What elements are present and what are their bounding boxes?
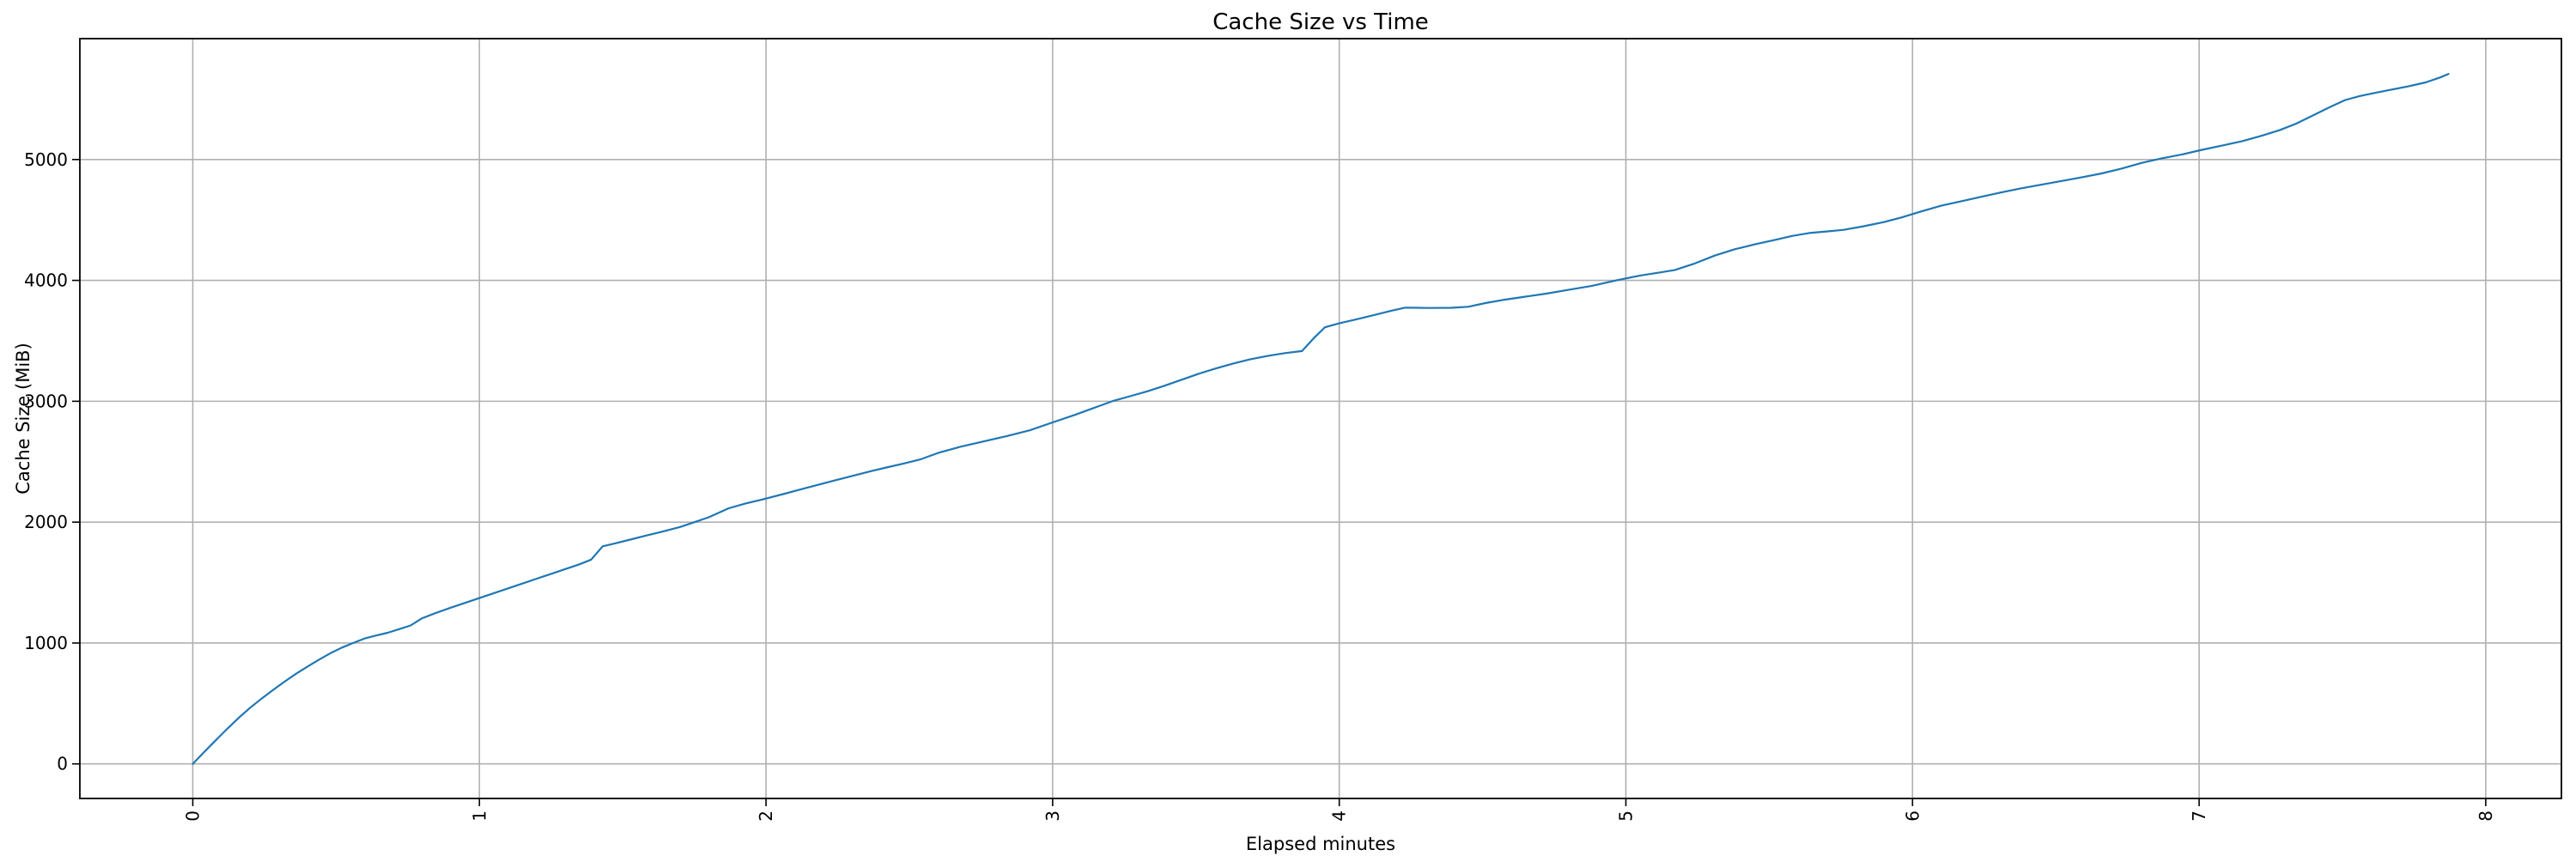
y-tick-label: 4000 [24, 270, 68, 291]
cache-size-line [191, 72, 2450, 765]
chart-title: Cache Size vs Time [1212, 9, 1429, 35]
y-tick-label: 5000 [24, 149, 68, 170]
plot-border [79, 38, 2562, 799]
x-tick-label: 4 [1329, 810, 1350, 822]
x-tick-label: 2 [756, 810, 776, 822]
y-tick-label: 3000 [24, 391, 68, 411]
y-tick-label: 2000 [24, 512, 68, 532]
y-tick-label: 0 [57, 754, 68, 774]
x-tick-label: 7 [2189, 810, 2209, 822]
x-tick-label: 1 [469, 810, 489, 822]
gridlines [80, 39, 2561, 798]
y-axis-label: Cache Size (MiB) [13, 343, 33, 495]
x-tick-label: 0 [183, 810, 204, 822]
plot-area [80, 39, 2561, 798]
x-tick-labels: 0 1 2 3 4 5 6 7 8 [183, 810, 2496, 822]
x-tick-label: 8 [2476, 810, 2496, 822]
x-tick-label: 6 [1902, 810, 1923, 822]
x-axis-label: Elapsed minutes [1246, 834, 1395, 854]
x-tick-label: 5 [1615, 810, 1636, 822]
y-tick-labels: 0 1000 2000 3000 4000 5000 [24, 149, 68, 774]
axis-ticks [72, 158, 2487, 806]
x-tick-label: 3 [1042, 810, 1063, 822]
y-tick-label: 1000 [24, 633, 68, 653]
